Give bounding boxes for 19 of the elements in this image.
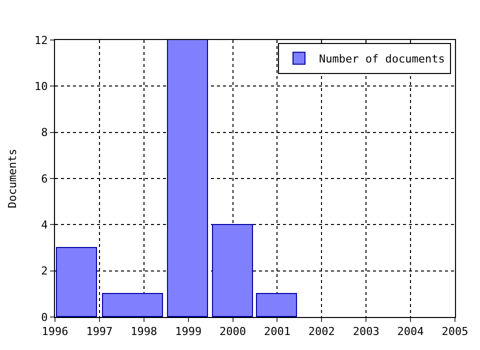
x-tick-label: 2005 (442, 325, 468, 338)
y-tick-label: 4 (41, 218, 48, 232)
x-tick-label: 1996 (42, 325, 68, 338)
x-tick-label: 2001 (264, 325, 290, 338)
x-tick-label: 2004 (397, 325, 424, 338)
legend-label: Number of documents (319, 52, 445, 66)
x-tick-label: 2000 (220, 325, 246, 338)
x-tick-label: 1997 (86, 325, 113, 338)
x-tick-label: 2002 (308, 325, 335, 338)
y-tick-label: 2 (41, 264, 48, 278)
y-tick-label: 0 (41, 310, 48, 324)
y-tick-label: 8 (41, 126, 48, 140)
x-tick-label: 2003 (352, 325, 380, 338)
y-tick-label: 10 (34, 80, 48, 94)
x-tick-label: 1998 (130, 325, 158, 338)
y-tick-label: 6 (41, 172, 48, 186)
y-axis-title: Documents (6, 148, 20, 208)
y-tick-label: 12 (34, 34, 48, 47)
x-tick-label: 1999 (175, 325, 202, 338)
